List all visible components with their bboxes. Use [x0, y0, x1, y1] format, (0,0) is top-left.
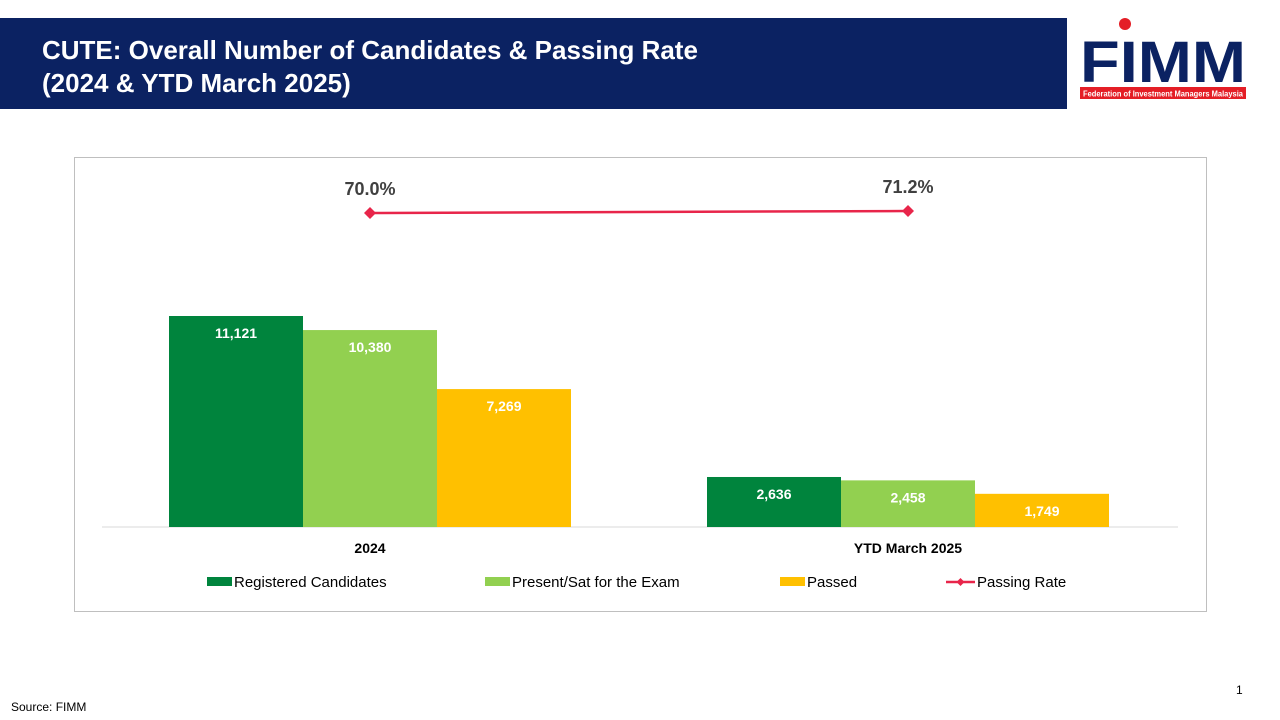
logo-tagline-bar: [1080, 87, 1246, 99]
page-number: 1: [1236, 683, 1243, 697]
passing-rate-marker: [364, 207, 376, 219]
legend-marker: [956, 578, 965, 586]
bar-data-label: 7,269: [486, 398, 521, 414]
bar-passed-1: [975, 493, 1109, 527]
legend-swatch: [207, 577, 232, 586]
bar-present-sat-for-the-exam-0: [303, 330, 437, 527]
bar-data-label: 10,380: [349, 339, 392, 355]
passing-rate-line: [369, 209, 909, 215]
legend-label: Passing Rate: [977, 574, 1066, 591]
source-note: Source: FIMM: [11, 700, 87, 714]
title-banner: CUTE: Overall Number of Candidates & Pas…: [0, 18, 1067, 109]
legend-label: Passed: [807, 574, 857, 591]
bar-passed-0: [437, 389, 571, 527]
page-title: CUTE: Overall Number of Candidates & Pas…: [42, 35, 698, 65]
logo-wordmark: FIMM: [1080, 30, 1246, 95]
legend-swatch: [780, 577, 805, 586]
legend-swatch: [485, 577, 510, 586]
bar-registered-candidates-1: [707, 476, 841, 527]
page-subtitle: (2024 & YTD March 2025): [42, 68, 351, 98]
bar-data-label: 1,749: [1024, 503, 1059, 519]
legend-label: Present/Sat for the Exam: [512, 574, 680, 591]
category-tick-label: 2024: [354, 540, 385, 556]
bar-data-label: 11,121: [215, 325, 257, 341]
bar-data-label: 2,458: [890, 489, 925, 505]
passing-rate-marker: [902, 205, 914, 217]
bar-registered-candidates-0: [169, 316, 303, 527]
fimm-logo: FIMM Federation of Investment Managers M…: [1080, 18, 1246, 99]
logo-dot: [1119, 18, 1131, 30]
passing-rate-label: 70.0%: [344, 179, 395, 199]
bar-data-label: 2,636: [756, 486, 791, 502]
passing-rate-label: 71.2%: [882, 177, 933, 197]
bar-present-sat-for-the-exam-1: [841, 480, 975, 527]
category-tick-label: YTD March 2025: [854, 540, 962, 556]
logo-tagline: Federation of Investment Managers Malays…: [1083, 90, 1244, 99]
legend-label: Registered Candidates: [234, 574, 387, 591]
